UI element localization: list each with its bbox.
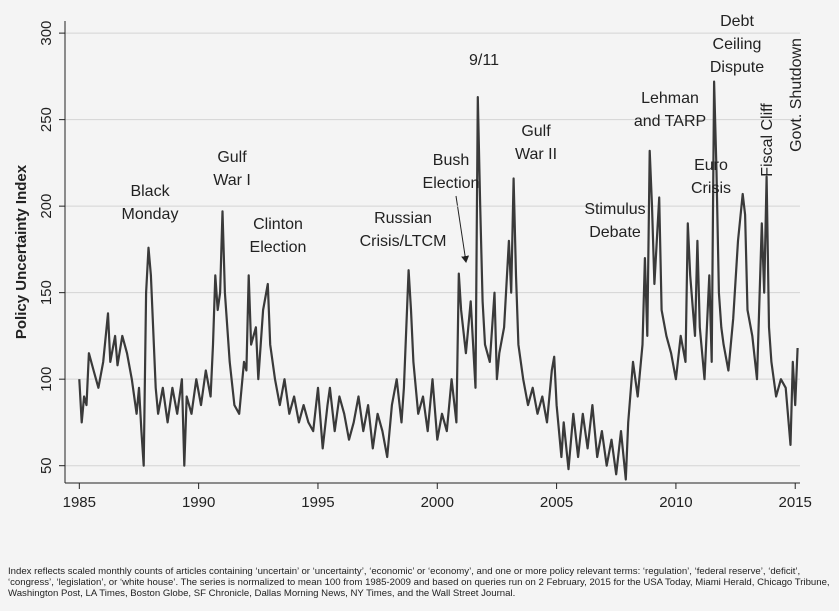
- x-tick-label: 2005: [540, 494, 573, 511]
- x-tick-label: 1985: [63, 494, 96, 511]
- x-tick-label: 2010: [659, 494, 692, 511]
- annotation: Russian: [374, 210, 432, 227]
- x-tick-label: 2000: [421, 494, 454, 511]
- x-tick-label: 2015: [779, 494, 812, 511]
- x-tick-label: 1990: [182, 494, 215, 511]
- footnote: Index reflects scaled monthly counts of …: [8, 566, 830, 599]
- annotation: Stimulus: [584, 201, 645, 218]
- annotation: Ceiling: [713, 36, 762, 53]
- y-axis-label: Policy Uncertainty Index: [13, 164, 30, 339]
- annotation: Govt. Shutdown: [788, 38, 805, 152]
- y-tick-label: 300: [38, 21, 55, 46]
- annotation: 9/11: [469, 52, 499, 69]
- annotation: Clinton: [253, 216, 303, 233]
- annotation: Fiscal Cliff: [759, 103, 776, 177]
- annotation: Election: [423, 175, 480, 192]
- y-tick-label: 150: [38, 280, 55, 305]
- x-tick-label: 1995: [301, 494, 334, 511]
- annotation-arrow: [455, 195, 470, 263]
- annotation: Bush: [433, 152, 469, 169]
- annotation: Monday: [122, 206, 179, 223]
- y-tick-label: 100: [38, 367, 55, 392]
- annotation: Crisis: [691, 180, 731, 197]
- chart: Policy Uncertainty Index 50 100 150 200 250 3…: [13, 13, 812, 511]
- annotation: War II: [515, 146, 557, 163]
- annotation: Black: [130, 183, 170, 200]
- annotation: Lehman: [641, 90, 699, 107]
- annotation: Dispute: [710, 59, 764, 76]
- y-tick-label: 250: [38, 107, 55, 132]
- annotation: Gulf: [521, 123, 551, 140]
- annotation: Crisis/LTCM: [360, 233, 447, 250]
- annotation: Election: [250, 239, 307, 256]
- annotation: Debate: [589, 224, 641, 241]
- annotation: Gulf: [217, 149, 247, 166]
- annotation: War I: [213, 172, 251, 189]
- series-line: [78, 80, 799, 481]
- y-tick-label: 200: [38, 194, 55, 219]
- y-tick-label: 50: [38, 457, 55, 474]
- annotation: and TARP: [634, 113, 706, 130]
- annotation: Euro: [694, 157, 728, 174]
- annotation: Debt: [720, 13, 754, 30]
